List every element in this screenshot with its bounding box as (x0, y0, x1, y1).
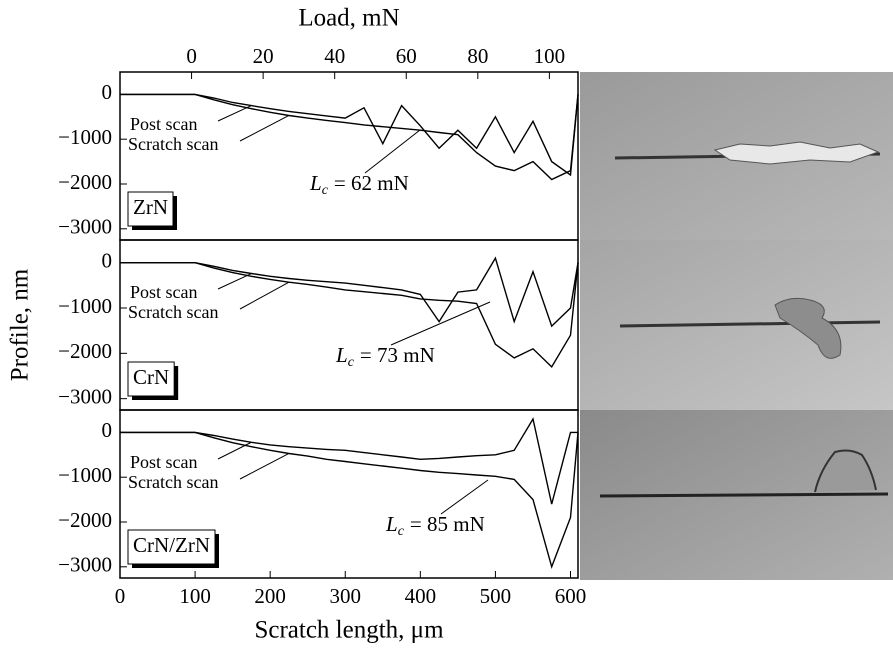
legend-label: Scratch scan (128, 134, 218, 154)
plot-frame (119, 239, 579, 411)
scratch-track (599, 492, 889, 498)
critical-load-symbol: L (309, 171, 322, 195)
critical-load-value: = 73 mN (360, 343, 435, 367)
legend-arrow (239, 115, 290, 142)
legend-label: Scratch scan (128, 302, 218, 322)
sample-box (127, 361, 175, 397)
y-axis-label: Profile, nm (7, 268, 34, 381)
critical-load-symbol: L (385, 512, 398, 536)
y-tick-label: −3000 (58, 384, 112, 408)
spallation (713, 141, 880, 165)
plot-frame (119, 409, 579, 579)
critical-load-label: Lc = 85 mN (385, 512, 485, 539)
critical-load-value: = 85 mN (410, 512, 485, 536)
y-tick-label: 0 (102, 418, 113, 442)
profile-line (120, 93, 579, 181)
critical-load-subscript: c (398, 524, 405, 539)
sample-label: CrN (133, 365, 169, 389)
x-tick-label: 500 (480, 584, 512, 608)
y-tick-label: 0 (102, 248, 113, 272)
legend-arrow (239, 281, 290, 310)
critical-load-value: = 62 mN (334, 171, 409, 195)
critical-load-label: Lc = 62 mN (309, 171, 409, 198)
critical-load-arrow (440, 479, 489, 515)
delamination (774, 297, 842, 359)
y-tick-label: 0 (102, 80, 113, 104)
x2-tick-label: 20 (253, 44, 274, 68)
x2-tick-label: 40 (324, 44, 345, 68)
legend-label: Scratch scan (128, 472, 218, 492)
x-tick-label: 300 (329, 584, 361, 608)
y-tick-label: −2000 (58, 170, 112, 194)
y-tick-label: −1000 (58, 463, 112, 487)
x-axis-label: Scratch length, μm (254, 617, 444, 644)
plot-frame (119, 71, 579, 241)
legend-arrow (217, 441, 252, 460)
x2-tick-label: 100 (534, 44, 566, 68)
critical-load-symbol: L (335, 343, 348, 367)
critical-load-subscript: c (348, 355, 355, 370)
x2-tick-label: 60 (396, 44, 417, 68)
legend-label: Post scan (130, 114, 198, 134)
legend-label: Post scan (130, 282, 198, 302)
legend-label: Post scan (130, 452, 198, 472)
x2-tick-label: 0 (186, 44, 197, 68)
x2-axis-label: Load, mN (298, 5, 399, 32)
y-tick-label: −3000 (58, 553, 112, 577)
sample-box (127, 191, 174, 227)
y-tick-label: −1000 (58, 125, 112, 149)
y-tick-label: −1000 (58, 294, 112, 318)
x-tick-label: 0 (115, 584, 126, 608)
x-tick-label: 600 (555, 584, 587, 608)
legend-arrow (239, 453, 290, 480)
y-tick-label: −2000 (58, 339, 112, 363)
profile-line (120, 262, 579, 369)
sample-box (127, 529, 216, 565)
scratch-track (619, 320, 881, 328)
x-tick-label: 100 (179, 584, 211, 608)
y-tick-label: −3000 (58, 215, 112, 239)
critical-load-label: Lc = 73 mN (335, 343, 435, 370)
micrographs (580, 72, 893, 580)
x2-tick-label: 80 (467, 44, 488, 68)
y-tick-label: −2000 (58, 508, 112, 532)
legend-arrow (217, 273, 252, 290)
x-tick-label: 200 (254, 584, 286, 608)
sample-label: ZrN (133, 195, 168, 219)
critical-load-arrow (390, 301, 491, 346)
critical-load-subscript: c (322, 183, 329, 198)
x-tick-label: 400 (405, 584, 437, 608)
critical-load-arrow (364, 129, 421, 174)
profile-line (120, 431, 579, 570)
sample-label: CrN/ZrN (133, 533, 210, 557)
delamination (814, 449, 877, 493)
